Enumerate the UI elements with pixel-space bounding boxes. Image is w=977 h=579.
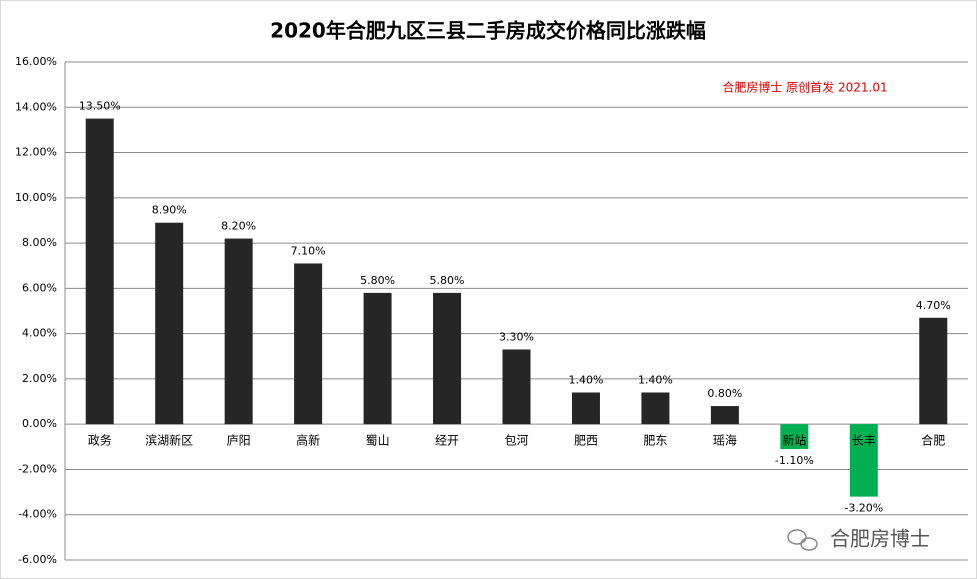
x-tick-label: 滨湖新区: [145, 433, 193, 448]
x-tick-label: 新站: [782, 433, 806, 448]
x-tick-label: 经开: [435, 434, 459, 448]
bar: [433, 292, 462, 425]
value-label: 1.40%: [638, 373, 673, 386]
value-label: 5.80%: [430, 274, 465, 287]
y-tick-label: 16.00%: [15, 55, 57, 68]
x-tick-label: 蜀山: [366, 434, 390, 448]
y-tick-label: 2.00%: [22, 372, 57, 385]
x-tick-label: 庐阳: [227, 433, 251, 448]
y-tick-label: 8.00%: [22, 236, 57, 249]
value-label: -3.20%: [844, 502, 883, 515]
value-label: 13.50%: [79, 100, 121, 113]
bar: [780, 424, 809, 450]
x-tick-label: 合肥: [921, 433, 945, 448]
bar: [224, 238, 253, 425]
value-label: 4.70%: [916, 299, 951, 312]
bar: [155, 222, 184, 425]
value-label: 0.80%: [707, 387, 742, 400]
y-tick-label: 10.00%: [15, 191, 57, 204]
annotation: 合肥房博士 原创首发 2021.01: [722, 80, 887, 95]
watermark-icon: [787, 529, 818, 551]
value-label: 7.10%: [291, 244, 326, 257]
y-tick-label: 14.00%: [15, 100, 57, 113]
bar: [849, 424, 878, 497]
x-tick-label: 政务: [88, 433, 112, 448]
x-tick-label: 长丰: [852, 434, 876, 448]
x-tick-label: 肥东: [643, 434, 667, 448]
bar: [919, 317, 948, 425]
x-tick-label: 包河: [504, 434, 528, 448]
value-label: 3.30%: [499, 330, 534, 343]
y-tick-label: 12.00%: [15, 146, 57, 159]
bar: [85, 118, 114, 425]
x-tick-label: 高新: [296, 433, 320, 448]
chart-title: 2020年合肥九区三县二手房成交价格同比涨跌幅: [270, 19, 706, 43]
bar: [571, 392, 600, 425]
x-tick-label: 瑶海: [713, 433, 737, 448]
y-tick-label: 4.00%: [22, 327, 57, 340]
value-label: -1.10%: [775, 454, 814, 467]
bar: [710, 406, 739, 425]
bar: [363, 292, 392, 425]
bar: [641, 392, 670, 425]
watermark: 合肥房博士: [830, 527, 930, 551]
y-tick-label: 6.00%: [22, 281, 57, 294]
value-label: 8.20%: [221, 220, 256, 233]
y-tick-label: -2.00%: [18, 462, 57, 475]
y-tick-label: 0.00%: [22, 417, 57, 430]
y-tick-label: -6.00%: [18, 553, 57, 566]
value-label: 1.40%: [568, 373, 603, 386]
y-tick-label: -4.00%: [18, 508, 57, 521]
value-label: 5.80%: [360, 274, 395, 287]
x-tick-label: 肥西: [574, 434, 598, 448]
bar: [294, 263, 323, 425]
bar: [502, 349, 531, 425]
value-label: 8.90%: [152, 204, 187, 217]
